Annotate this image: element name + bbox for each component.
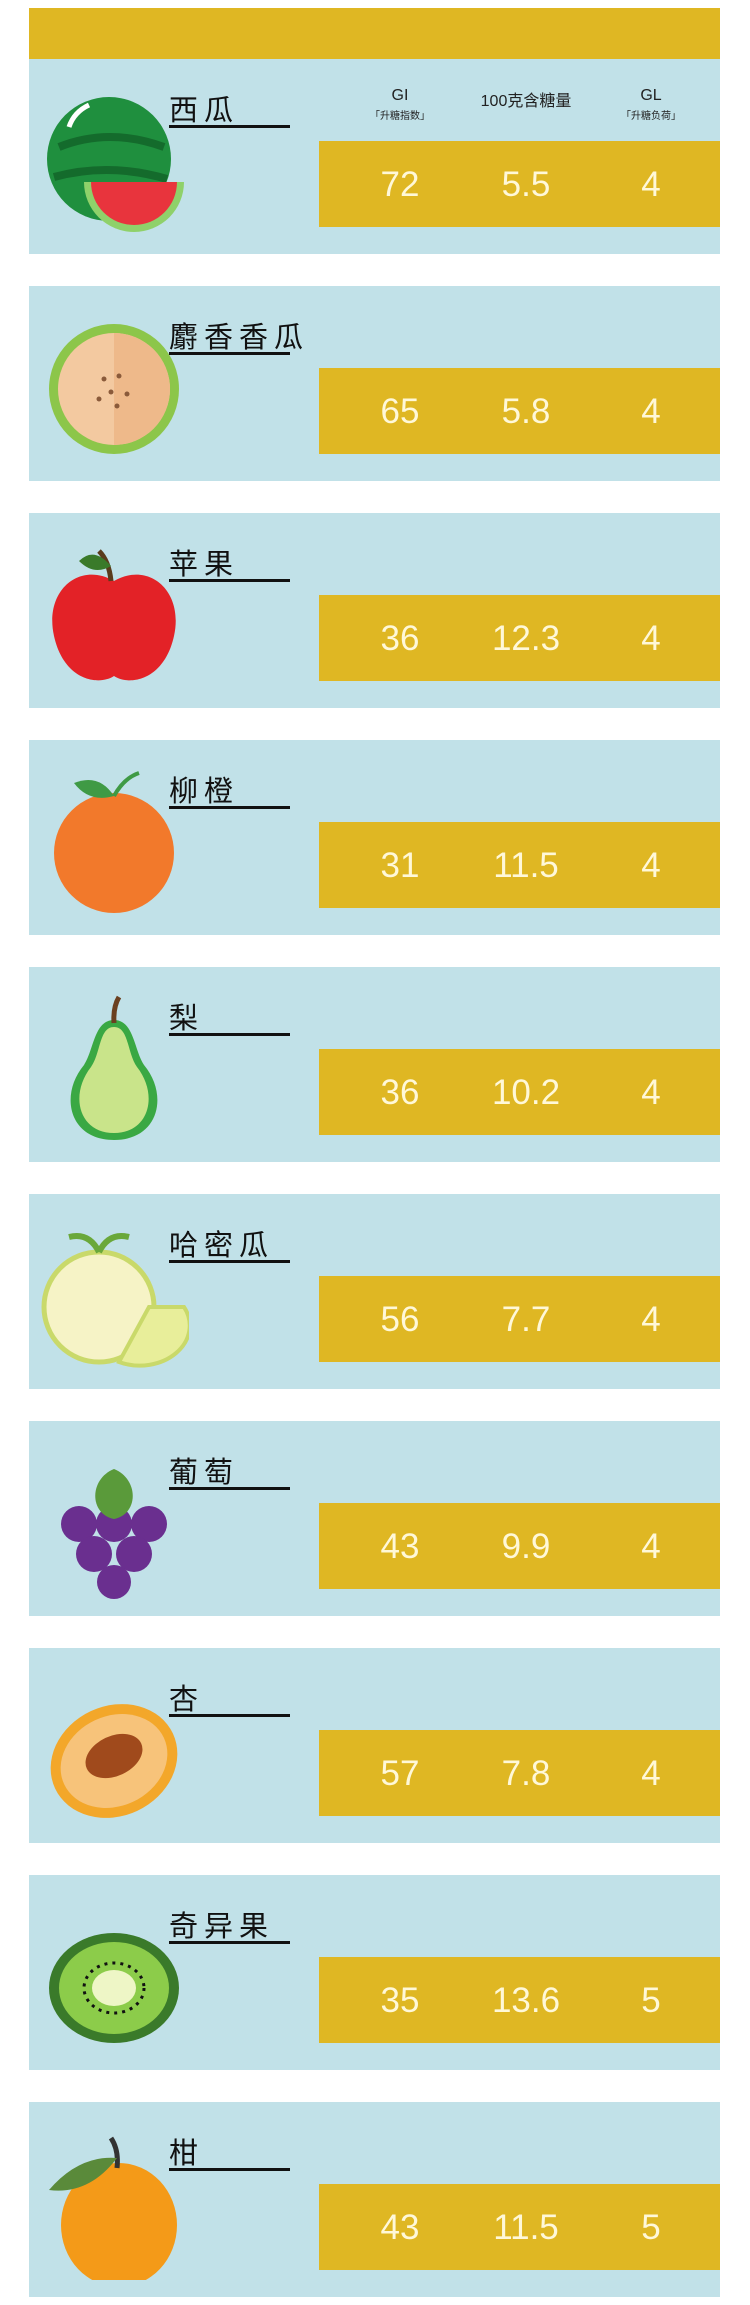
hami-melon-icon xyxy=(41,1233,189,1368)
gl-value: 4 xyxy=(641,1073,661,1112)
gi-value: 43 xyxy=(380,1527,420,1566)
values-bar: 43 11.5 5 xyxy=(319,2184,720,2270)
name-underline xyxy=(169,125,290,128)
values-bar: 36 10.2 4 xyxy=(319,1049,720,1135)
gi-value: 35 xyxy=(380,1981,420,2020)
sugar-value: 11.5 xyxy=(493,2208,559,2247)
orange-icon xyxy=(54,771,174,913)
gi-value: 72 xyxy=(380,165,420,204)
watermelon-icon xyxy=(47,97,184,232)
header-gl: GL 「升糖负荷」 xyxy=(621,87,681,122)
values-bar: 31 11.5 4 xyxy=(319,822,720,908)
sugar-value: 10.2 xyxy=(491,1073,561,1112)
gl-value: 5 xyxy=(641,2208,661,2247)
sugar-value: 7.8 xyxy=(501,1754,551,1793)
header-gi: GI 「升糖指数」 xyxy=(370,87,430,122)
sugar-value: 5.8 xyxy=(501,392,551,431)
fruit-name: 杏 xyxy=(169,1682,205,1716)
gl-value: 4 xyxy=(641,1300,661,1339)
gl-value: 4 xyxy=(641,846,661,885)
sugar-value: 9.9 xyxy=(501,1527,551,1566)
apple-icon xyxy=(52,549,176,681)
name-underline xyxy=(169,1260,290,1263)
gi-value: 65 xyxy=(380,392,420,431)
cantaloupe-icon xyxy=(49,324,179,454)
fruit-name: 葡萄 xyxy=(169,1455,240,1489)
gi-value: 36 xyxy=(380,619,420,658)
fruit-name: 哈密瓜 xyxy=(169,1228,275,1262)
fruit-card: 奇异果 35 13.6 5 xyxy=(29,1875,720,2070)
fruit-card: 苹果 36 12.3 4 xyxy=(29,513,720,708)
fruit-card: 柑 43 11.5 5 xyxy=(29,2102,720,2297)
sugar-value: 7.7 xyxy=(501,1300,551,1339)
fruit-name: 梨 xyxy=(169,1001,205,1035)
pear-icon xyxy=(70,995,158,1140)
fruit-name: 柑 xyxy=(169,2136,205,2170)
fruit-card: 柳橙 31 11.5 4 xyxy=(29,740,720,935)
header-sugar: 100克含糖量 xyxy=(480,93,572,110)
name-underline xyxy=(169,1033,290,1036)
fruit-card: 麝香香瓜 65 5.8 4 xyxy=(29,286,720,481)
gi-value: 31 xyxy=(380,846,420,885)
name-underline xyxy=(169,352,290,355)
name-underline xyxy=(169,806,290,809)
fruit-name: 麝香香瓜 xyxy=(169,320,310,354)
fruit-name: 柳橙 xyxy=(169,774,240,808)
sugar-value: 5.5 xyxy=(501,165,551,204)
name-underline xyxy=(169,2168,290,2171)
values-bar: 65 5.8 4 xyxy=(319,368,720,454)
fruit-card: 梨 36 10.2 4 xyxy=(29,967,720,1162)
name-underline xyxy=(169,1941,290,1944)
name-underline xyxy=(169,579,290,582)
values-bar: 35 13.6 5 xyxy=(319,1957,720,2043)
fruit-name: 奇异果 xyxy=(169,1909,275,1943)
gi-value: 56 xyxy=(380,1300,420,1339)
values-bar: 72 5.5 4 xyxy=(319,141,720,227)
sugar-value: 11.5 xyxy=(493,846,559,885)
gl-value: 4 xyxy=(641,619,661,658)
gi-value: 43 xyxy=(380,2208,420,2247)
sugar-value: 12.3 xyxy=(491,619,561,658)
values-bar: 36 12.3 4 xyxy=(319,595,720,681)
values-bar: 57 7.8 4 xyxy=(319,1730,720,1816)
fruit-name: 西瓜 xyxy=(169,93,240,127)
fruit-name: 苹果 xyxy=(169,547,240,581)
name-underline xyxy=(169,1487,290,1490)
fruit-card: 杏 57 7.8 4 xyxy=(29,1648,720,1843)
gi-value: 57 xyxy=(380,1754,420,1793)
gl-value: 5 xyxy=(641,1981,661,2020)
fruit-card: 葡萄 43 9.9 4 xyxy=(29,1421,720,1616)
fruit-card: 哈密瓜 56 7.7 4 xyxy=(29,1194,720,1389)
gl-value: 4 xyxy=(641,165,661,204)
name-underline xyxy=(169,1714,290,1717)
tangerine-icon xyxy=(49,2136,177,2280)
grape-icon xyxy=(61,1469,167,1599)
gl-value: 4 xyxy=(641,1527,661,1566)
gl-value: 4 xyxy=(641,1754,661,1793)
gi-value: 36 xyxy=(380,1073,420,1112)
fruit-card: 西瓜 GI 「升糖指数」 100克含糖量 GL 「升糖负荷」 72 5.5 4 xyxy=(29,59,720,254)
apricot-icon xyxy=(50,1704,178,1818)
top-banner xyxy=(29,8,720,59)
values-bar: 43 9.9 4 xyxy=(319,1503,720,1589)
values-bar: 56 7.7 4 xyxy=(319,1276,720,1362)
kiwi-icon xyxy=(49,1933,179,2043)
sugar-value: 13.6 xyxy=(491,1981,561,2020)
gl-value: 4 xyxy=(641,392,661,431)
